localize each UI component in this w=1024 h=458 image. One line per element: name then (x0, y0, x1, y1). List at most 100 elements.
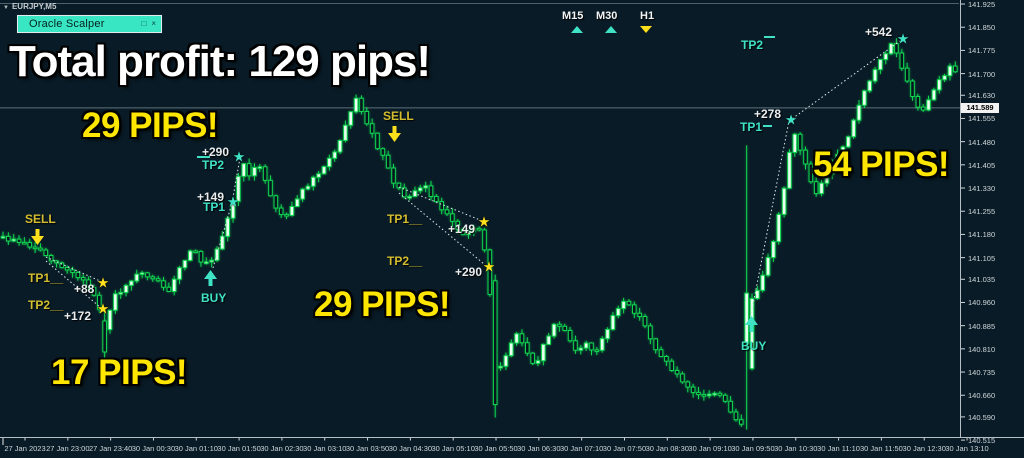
candle-body (739, 419, 744, 425)
time-axis-label: 27 Jan 23:40 (88, 444, 133, 453)
price-axis[interactable]: 141.925 141.850 141.775 141.700 141.630 141.5… (961, 0, 1024, 445)
candle-body (252, 167, 257, 177)
candle-body (632, 304, 637, 314)
candle-body (241, 163, 247, 177)
candle-body (375, 132, 380, 150)
trade-connector-line (398, 186, 481, 221)
tp-level-dash (197, 156, 210, 158)
oracle-scalper-panel[interactable]: Oracle Scalper □ × (18, 16, 161, 32)
close-icon[interactable]: × (151, 19, 156, 28)
candle-body (257, 166, 263, 169)
timeframe-label-m15: M15 (562, 10, 584, 22)
candle-body (407, 195, 412, 199)
time-axis-label: 30 Jan 07:10 (559, 444, 604, 453)
time-axis-label: 30 Jan 05:50 (474, 444, 518, 453)
candle-body (776, 213, 782, 243)
candle-body (551, 323, 557, 337)
candle-body (171, 278, 177, 292)
candle-body (706, 393, 712, 397)
tp-star-icon: ★ (96, 274, 110, 291)
candle-body (712, 392, 717, 396)
candle-body (80, 277, 86, 281)
candle-body (781, 187, 787, 215)
pips-callout: 29 PIPS! (314, 285, 451, 324)
time-axis-label: 30 Jan 06:30 (517, 444, 561, 453)
candle-body (476, 227, 482, 231)
tp-star-icon: ★ (482, 258, 496, 275)
candle-body (423, 185, 428, 189)
candle-body (273, 195, 279, 209)
candle-body (824, 173, 830, 184)
candle-body (621, 300, 626, 310)
candle-body (401, 187, 407, 198)
candle-body (391, 167, 396, 184)
candle-body (589, 342, 594, 351)
candle-body (316, 173, 321, 178)
candle-body (685, 381, 691, 388)
price-axis-label: 141.330 (968, 184, 996, 194)
candle-body (648, 325, 653, 340)
candle-body (819, 182, 824, 195)
candle-body (166, 286, 172, 292)
candle-body (198, 250, 204, 263)
candle-body (16, 238, 22, 243)
candle-body (541, 343, 546, 362)
total-profit-headline: Total profit: 129 pips! (9, 37, 431, 86)
candle-body (792, 133, 798, 153)
tp-star-icon: ★ (477, 213, 491, 230)
candle-body (744, 292, 749, 344)
candle-body (856, 104, 862, 121)
time-axis[interactable]: 27 Jan 2023 27 Jan 23:00 27 Jan 23:40 30 Ja… (0, 438, 1024, 458)
candle-body (487, 249, 493, 295)
time-axis-label: 27 Jan 23:00 (46, 444, 90, 453)
price-axis-label: 140.590 (968, 412, 996, 422)
candle-body (364, 110, 370, 125)
tp-level-label: TP1 (740, 120, 763, 134)
candle-body (246, 163, 252, 177)
price-axis-label: 141.850 (968, 23, 996, 33)
candle-body (872, 69, 878, 82)
trade-connector-line (45, 256, 101, 282)
tp-level-label: TP2__ (28, 298, 64, 312)
price-axis-label: 140.660 (968, 391, 996, 401)
candle-body (145, 272, 150, 278)
collapse-icon[interactable]: ▼ (3, 5, 9, 11)
candle-body (337, 139, 343, 153)
candle-body (134, 273, 140, 282)
price-axis-label: 141.700 (968, 69, 996, 79)
price-axis-label: 140.735 (968, 368, 996, 378)
restore-window-icon[interactable]: □ (141, 19, 147, 28)
candle-body (765, 257, 771, 276)
time-axis-label: 30 Jan 05:10 (431, 444, 475, 453)
candle-body (204, 261, 209, 265)
candle-body (38, 247, 43, 251)
price-axis-label: 141.555 (968, 114, 996, 124)
tp-level-label: TP1 (203, 200, 226, 214)
tp-star-icon: ★ (896, 30, 910, 47)
candle-body (97, 294, 102, 310)
candle-body (439, 201, 444, 211)
down-triangle-icon (640, 26, 652, 33)
candle-body (129, 280, 134, 286)
candle-body (915, 96, 921, 108)
candle-body (567, 329, 573, 342)
candle-body (225, 217, 230, 237)
candle-body (594, 349, 600, 353)
candle-body (947, 65, 953, 77)
candle-body (359, 97, 364, 112)
candle-body (177, 267, 182, 280)
candle-body (910, 80, 915, 98)
time-axis-label: 30 Jan 09:10 (688, 444, 732, 453)
candle-body (311, 176, 316, 187)
candle-body (787, 151, 792, 189)
candle-body (797, 133, 803, 151)
candle-body (482, 229, 487, 251)
candle-body (214, 248, 220, 261)
candle-body (70, 269, 75, 273)
candle-body (733, 411, 739, 421)
symbol-timeframe-text: EURJPY,M5 (11, 2, 57, 11)
signal-sell-arrow-icon (388, 126, 401, 142)
candle-body (236, 175, 241, 202)
profit-points-label: +88 (74, 282, 95, 296)
